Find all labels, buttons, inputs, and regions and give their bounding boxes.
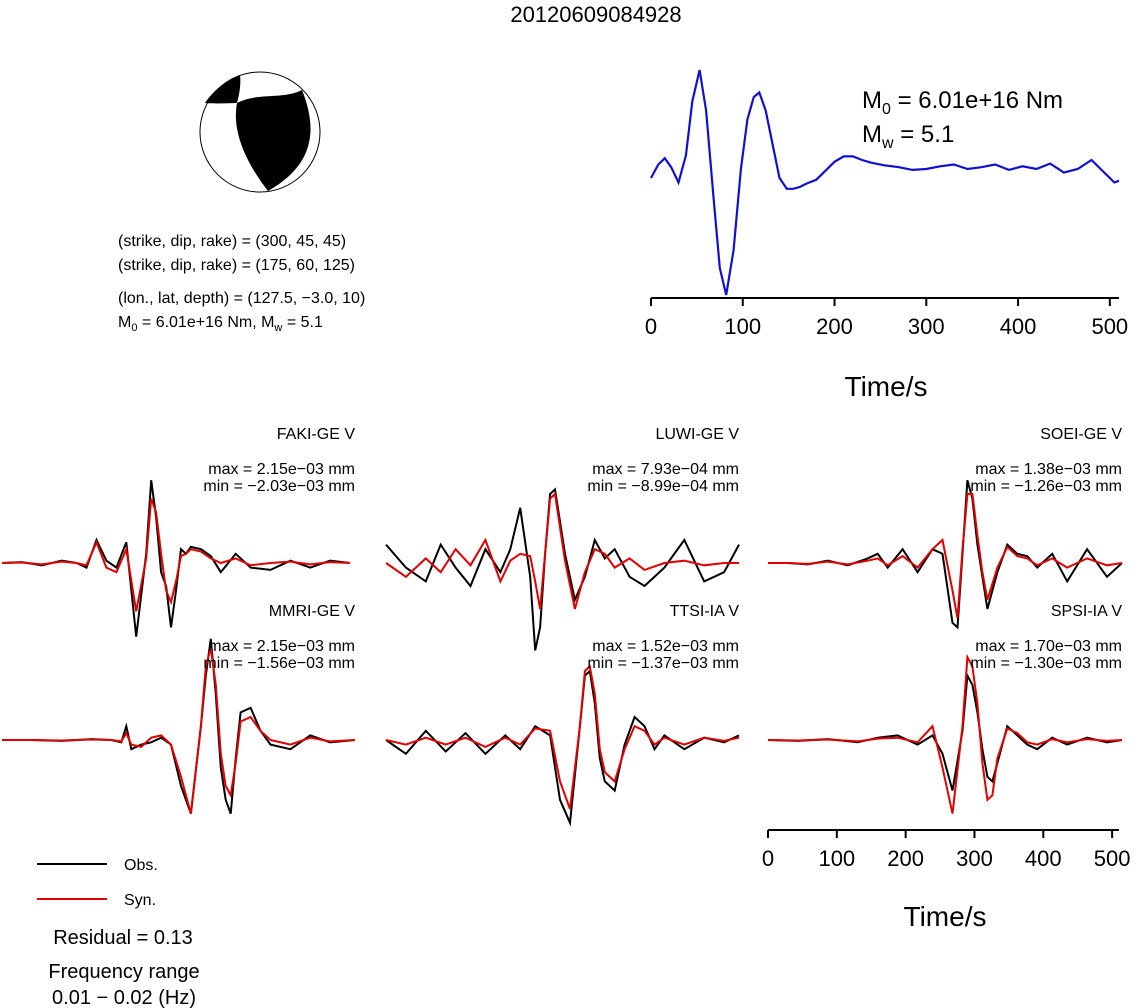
synthetic-waveform <box>767 653 1123 814</box>
beachball-compressional-quadrant-small <box>205 75 241 104</box>
wave-tick-label-500: 500 <box>1094 846 1131 871</box>
frequency-range-value: 0.01 − 0.02 (Hz) <box>52 987 196 1008</box>
station-min: min = −1.26e−03 mm <box>970 478 1122 495</box>
station-name: FAKI-GE V <box>277 426 356 443</box>
wave-tick-label-400: 400 <box>1025 846 1062 871</box>
synthetic-waveform <box>768 493 1123 619</box>
stf-tick-label-100: 100 <box>724 314 761 339</box>
residual-label: Residual = 0.13 <box>53 927 193 949</box>
station-name: SPSI-IA V <box>1051 603 1122 620</box>
station-max: max = 7.93e−04 mm <box>592 461 739 478</box>
wave-tick-label-300: 300 <box>956 846 993 871</box>
legend: Obs. Syn. <box>37 857 158 909</box>
stf-moment-label: M0 = 6.01e+16 Nm <box>862 87 1063 118</box>
station-max: max = 2.15e−03 mm <box>208 638 355 655</box>
figure-title: 20120609084928 <box>510 2 681 27</box>
stf-time-axis: 0 100 200 300 400 500 <box>645 297 1128 339</box>
waveform-xlabel: Time/s <box>904 901 987 932</box>
station-max: max = 1.70e−03 mm <box>975 638 1122 655</box>
station-max: max = 2.15e−03 mm <box>208 461 355 478</box>
station-min: min = −1.30e−03 mm <box>970 655 1122 672</box>
moment-summary: M0 = 6.01e+16 Nm, Mw = 5.1 <box>118 314 323 334</box>
beachball-compressional-quadrant <box>235 90 311 191</box>
stf-line <box>650 69 1120 296</box>
stf-tick-label-500: 500 <box>1091 314 1128 339</box>
station-name: LUWI-GE V <box>655 426 739 443</box>
nodal-plane-2: (strike, dip, rake) = (175, 60, 125) <box>118 257 355 274</box>
stf-tick-label-300: 300 <box>908 314 945 339</box>
synthetic-waveform <box>2 647 356 814</box>
legend-obs-label: Obs. <box>124 857 158 874</box>
stf-tick-label-400: 400 <box>1000 314 1037 339</box>
waveform-time-axis: 0 100 200 300 400 500 <box>762 829 1131 871</box>
synthetic-waveform <box>385 664 740 810</box>
station-min: min = −1.56e−03 mm <box>203 655 355 672</box>
frequency-range-label: Frequency range <box>48 961 199 983</box>
source-time-function-panel: 0 100 200 300 400 500 Time/s M0 = 6.01e+16 Nm… <box>645 69 1128 402</box>
stf-magnitude-label: Mw = 5.1 <box>862 121 954 152</box>
station-name: TTSI-IA V <box>670 603 740 620</box>
synthetic-waveform <box>385 491 739 610</box>
wave-tick-label-100: 100 <box>818 846 855 871</box>
stf-tick-label-0: 0 <box>645 314 657 339</box>
event-location: (lon., lat, depth) = (127.5, −3.0, 10) <box>118 290 365 307</box>
station-max: max = 1.38e−03 mm <box>975 461 1122 478</box>
stf-xlabel: Time/s <box>845 371 928 402</box>
observed-waveform <box>385 487 740 651</box>
station-min: min = −8.99e−04 mm <box>587 478 739 495</box>
station-min: min = −2.03e−03 mm <box>203 478 355 495</box>
focal-mechanism-beachball <box>199 71 321 193</box>
legend-syn-label: Syn. <box>124 892 156 909</box>
nodal-plane-1: (strike, dip, rake) = (300, 45, 45) <box>118 233 346 250</box>
observed-waveform <box>767 672 1123 791</box>
station-name: MMRI-GE V <box>269 603 356 620</box>
observed-waveform <box>385 668 740 827</box>
station-max: max = 1.52e−03 mm <box>592 638 739 655</box>
station-min: min = −1.37e−03 mm <box>587 655 739 672</box>
wave-tick-label-0: 0 <box>762 846 774 871</box>
synthetic-waveform <box>1 498 351 612</box>
wave-tick-label-200: 200 <box>887 846 924 871</box>
stf-tick-label-200: 200 <box>816 314 853 339</box>
station-name: SOEI-GE V <box>1040 426 1122 443</box>
